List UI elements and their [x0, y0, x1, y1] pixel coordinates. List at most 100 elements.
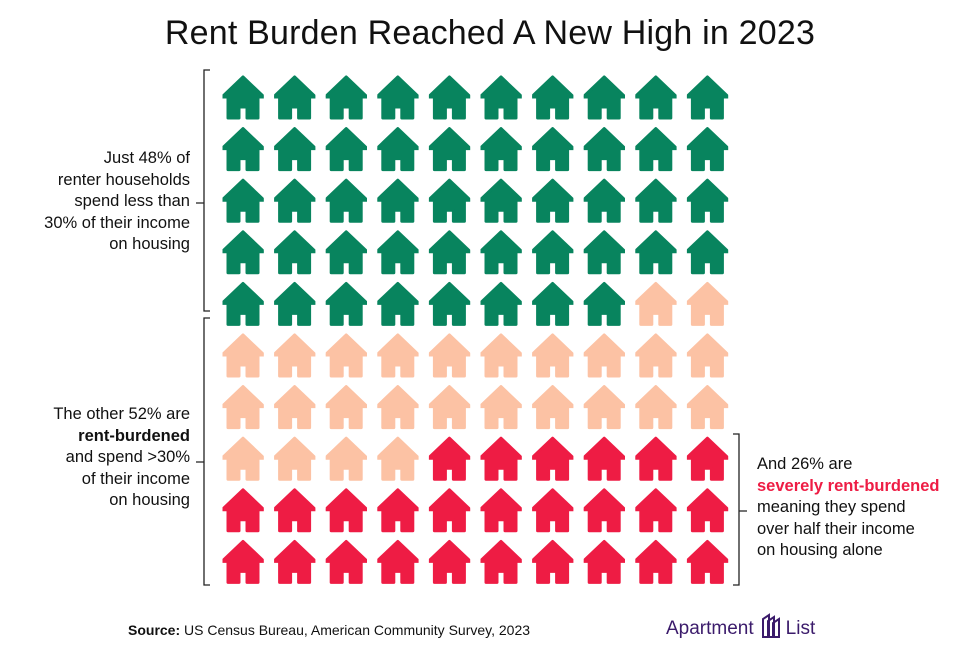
waffle-house-fill	[583, 75, 626, 120]
waffle-house	[480, 333, 522, 378]
waffle-house	[635, 488, 677, 533]
waffle-house	[428, 178, 471, 223]
waffle-house-fill	[583, 281, 626, 326]
annotation-brackets	[196, 69, 747, 586]
waffle-house-fill	[480, 385, 522, 430]
waffle-house	[583, 539, 626, 584]
waffle-house-fill	[428, 281, 471, 326]
waffle-house-fill	[377, 539, 419, 584]
waffle-house	[274, 333, 316, 378]
waffle-house	[222, 385, 264, 430]
waffle-house-fill	[480, 281, 522, 326]
annotation-right-line: meaning they spend	[757, 498, 906, 516]
waffle-house-fill	[532, 488, 574, 533]
waffle-house-fill	[325, 436, 368, 481]
waffle-house-fill	[428, 75, 471, 120]
waffle-house	[480, 436, 522, 481]
waffle-house	[480, 127, 522, 172]
waffle-house	[428, 436, 471, 481]
waffle-house	[377, 539, 419, 584]
waffle-house-fill	[635, 488, 677, 533]
waffle-house	[686, 385, 729, 430]
waffle-house-fill	[480, 127, 522, 172]
waffle-house	[428, 385, 471, 430]
waffle-house	[428, 488, 471, 533]
waffle-house-fill	[222, 385, 264, 430]
waffle-house	[635, 178, 677, 223]
waffle-house-fill	[686, 436, 729, 481]
waffle-house	[222, 178, 264, 223]
waffle-house-fill	[635, 178, 677, 223]
waffle-house	[635, 333, 677, 378]
waffle-house	[325, 488, 368, 533]
annotation-right-line: And 26% are	[757, 455, 853, 473]
waffle-house	[428, 75, 471, 120]
waffle-house	[686, 488, 729, 533]
waffle-house-fill	[480, 488, 522, 533]
waffle-house-fill	[583, 488, 626, 533]
waffle-house-fill	[532, 333, 574, 378]
waffle-house-fill	[480, 539, 522, 584]
waffle-house-fill	[532, 75, 574, 120]
waffle-house	[222, 333, 264, 378]
waffle-house-fill	[222, 75, 264, 120]
annotation-top-left-line: renter households	[57, 170, 190, 189]
apartment-list-logo-icon	[760, 613, 782, 645]
waffle-house-fill	[686, 385, 729, 430]
waffle-house	[377, 436, 419, 481]
logo-word-apartment: Apartment	[666, 618, 754, 639]
source-label: Source:	[128, 622, 181, 638]
waffle-house	[532, 230, 574, 275]
waffle-house	[480, 178, 522, 223]
waffle-house	[480, 539, 522, 584]
waffle-house	[686, 539, 729, 584]
waffle-house	[222, 75, 264, 120]
waffle-house-fill	[428, 178, 471, 223]
waffle-house-fill	[274, 539, 316, 584]
waffle-house	[583, 488, 626, 533]
waffle-house-fill	[686, 488, 729, 533]
waffle-house	[222, 436, 264, 481]
waffle-house	[274, 488, 316, 533]
waffle-house-fill	[274, 436, 316, 481]
waffle-house	[532, 436, 574, 481]
waffle-house-fill	[274, 230, 316, 275]
waffle-house-fill	[635, 281, 677, 326]
waffle-house	[532, 281, 574, 326]
waffle-house-fill	[686, 539, 729, 584]
waffle-house-fill	[325, 230, 368, 275]
logo-word-list: List	[785, 618, 816, 639]
waffle-house-fill	[274, 333, 316, 378]
waffle-house	[325, 436, 368, 481]
annotation-top-left-line: on housing	[109, 235, 190, 253]
waffle-house-fill	[274, 281, 316, 326]
waffle-house-fill	[428, 385, 471, 430]
annotation-bottom-left-line: on housing	[109, 491, 190, 509]
bracket-bottom-left	[196, 317, 210, 586]
waffle-house	[532, 75, 574, 120]
waffle-house	[377, 230, 419, 275]
waffle-house-fill	[222, 230, 264, 275]
annotation-top-left: Just 48% of renter households spend less…	[20, 148, 190, 256]
waffle-house	[274, 385, 316, 430]
waffle-house-fill	[428, 230, 471, 275]
waffle-house	[635, 436, 677, 481]
waffle-house	[274, 230, 316, 275]
waffle-house-fill	[377, 436, 419, 481]
waffle-house-fill	[325, 385, 368, 430]
waffle-house	[428, 333, 471, 378]
waffle-house	[325, 385, 368, 430]
waffle-house-fill	[377, 333, 419, 378]
waffle-house	[532, 539, 574, 584]
waffle-house-fill	[222, 436, 264, 481]
waffle-house	[428, 281, 471, 326]
waffle-house-fill	[428, 333, 471, 378]
waffle-house	[583, 436, 626, 481]
waffle-house	[325, 178, 368, 223]
waffle-house	[583, 127, 626, 172]
waffle-house-fill	[686, 333, 729, 378]
waffle-house	[377, 178, 419, 223]
waffle-house	[532, 127, 574, 172]
waffle-house	[222, 230, 264, 275]
